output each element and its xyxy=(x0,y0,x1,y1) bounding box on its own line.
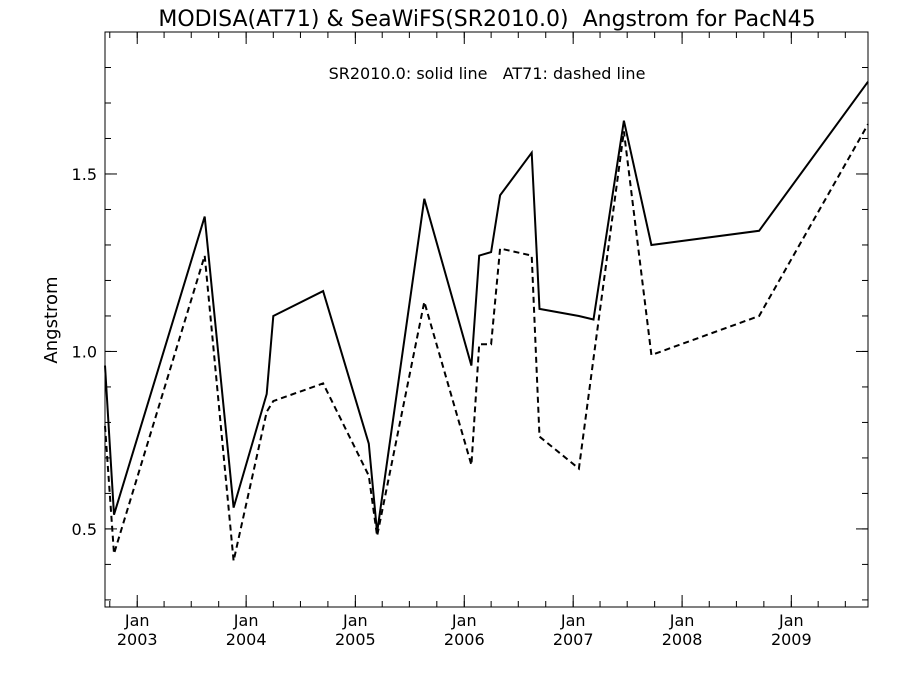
plot-frame xyxy=(104,31,869,608)
minor-ticks xyxy=(105,32,868,607)
x-tick-month-label: Jan xyxy=(342,611,368,630)
series-layer xyxy=(104,81,869,562)
y-axis-ticks: 0.5 1.0 1.5 xyxy=(72,165,868,539)
x-tick-year-label: 2003 xyxy=(117,630,158,649)
x-tick-year-label: 2004 xyxy=(226,630,267,649)
x-tick-month-label: Jan xyxy=(233,611,259,630)
x-tick-month-label: Jan xyxy=(560,611,586,630)
series-line-at71 xyxy=(104,123,869,562)
x-tick-year-label: 2006 xyxy=(444,630,485,649)
series-line-sr2010-0 xyxy=(104,81,869,533)
y-tick-label: 1.5 xyxy=(72,165,97,184)
chart-title: MODISA(AT71) & SeaWiFS(SR2010.0) Angstro… xyxy=(158,7,815,32)
y-tick-label: 1.0 xyxy=(72,342,97,361)
x-tick-year-label: 2008 xyxy=(662,630,703,649)
x-tick-month-label: Jan xyxy=(451,611,477,630)
x-tick-year-label: 2009 xyxy=(771,630,812,649)
y-tick-label: 0.5 xyxy=(72,520,97,539)
x-axis-ticks: Jan2003Jan2004Jan2005Jan2006Jan2007Jan20… xyxy=(117,32,812,649)
legend-annotation: SR2010.0: solid line AT71: dashed line xyxy=(329,64,646,83)
x-tick-month-label: Jan xyxy=(669,611,695,630)
x-tick-year-label: 2007 xyxy=(553,630,594,649)
x-tick-month-label: Jan xyxy=(124,611,150,630)
y-axis-label: Angstrom xyxy=(41,276,62,363)
x-tick-year-label: 2005 xyxy=(335,630,376,649)
x-tick-month-label: Jan xyxy=(778,611,804,630)
